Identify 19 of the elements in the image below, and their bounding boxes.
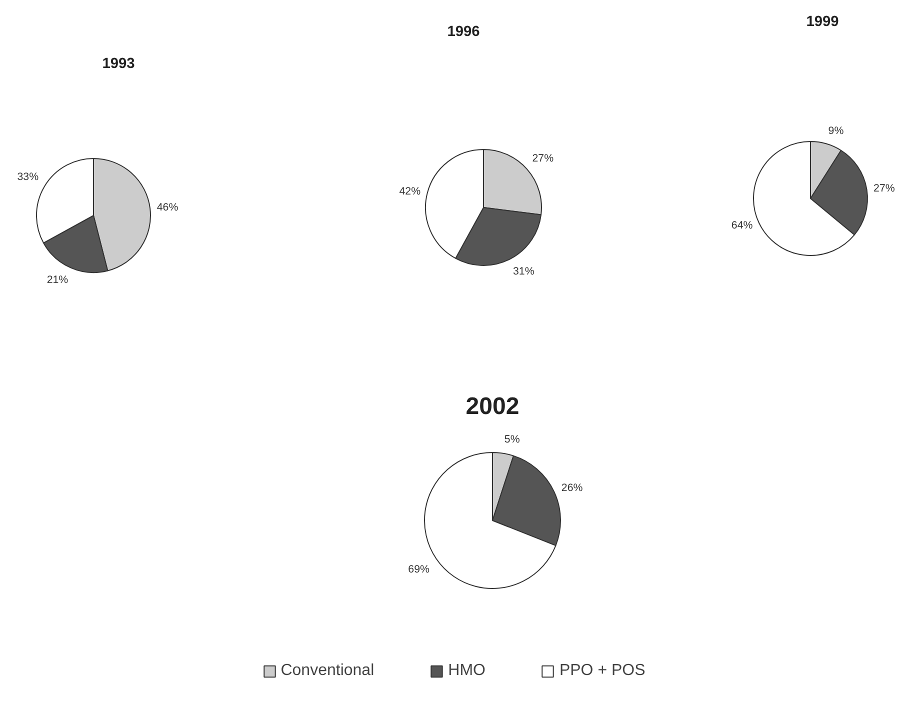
data-label: 9% <box>828 125 844 138</box>
data-label: 27% <box>874 182 896 195</box>
data-label: 21% <box>46 274 69 286</box>
data-label: 5% <box>504 433 520 446</box>
legend-label: Conventional <box>280 662 374 680</box>
chart-title: 1993 <box>102 56 135 72</box>
legend-label: HMO <box>448 662 486 680</box>
data-label: 27% <box>532 152 554 165</box>
data-label: 64% <box>731 220 754 232</box>
data-label: 33% <box>17 171 40 184</box>
data-label: 69% <box>408 563 430 576</box>
chart-title: 1999 <box>806 14 839 30</box>
legend-label: PPO + POS <box>559 662 646 680</box>
chart-title: 2002 <box>466 393 520 420</box>
data-label: 31% <box>512 265 535 278</box>
data-label: 42% <box>399 185 422 198</box>
chart-title: 1996 <box>447 24 480 40</box>
data-label: 26% <box>561 482 584 494</box>
data-label: 46% <box>156 202 179 214</box>
